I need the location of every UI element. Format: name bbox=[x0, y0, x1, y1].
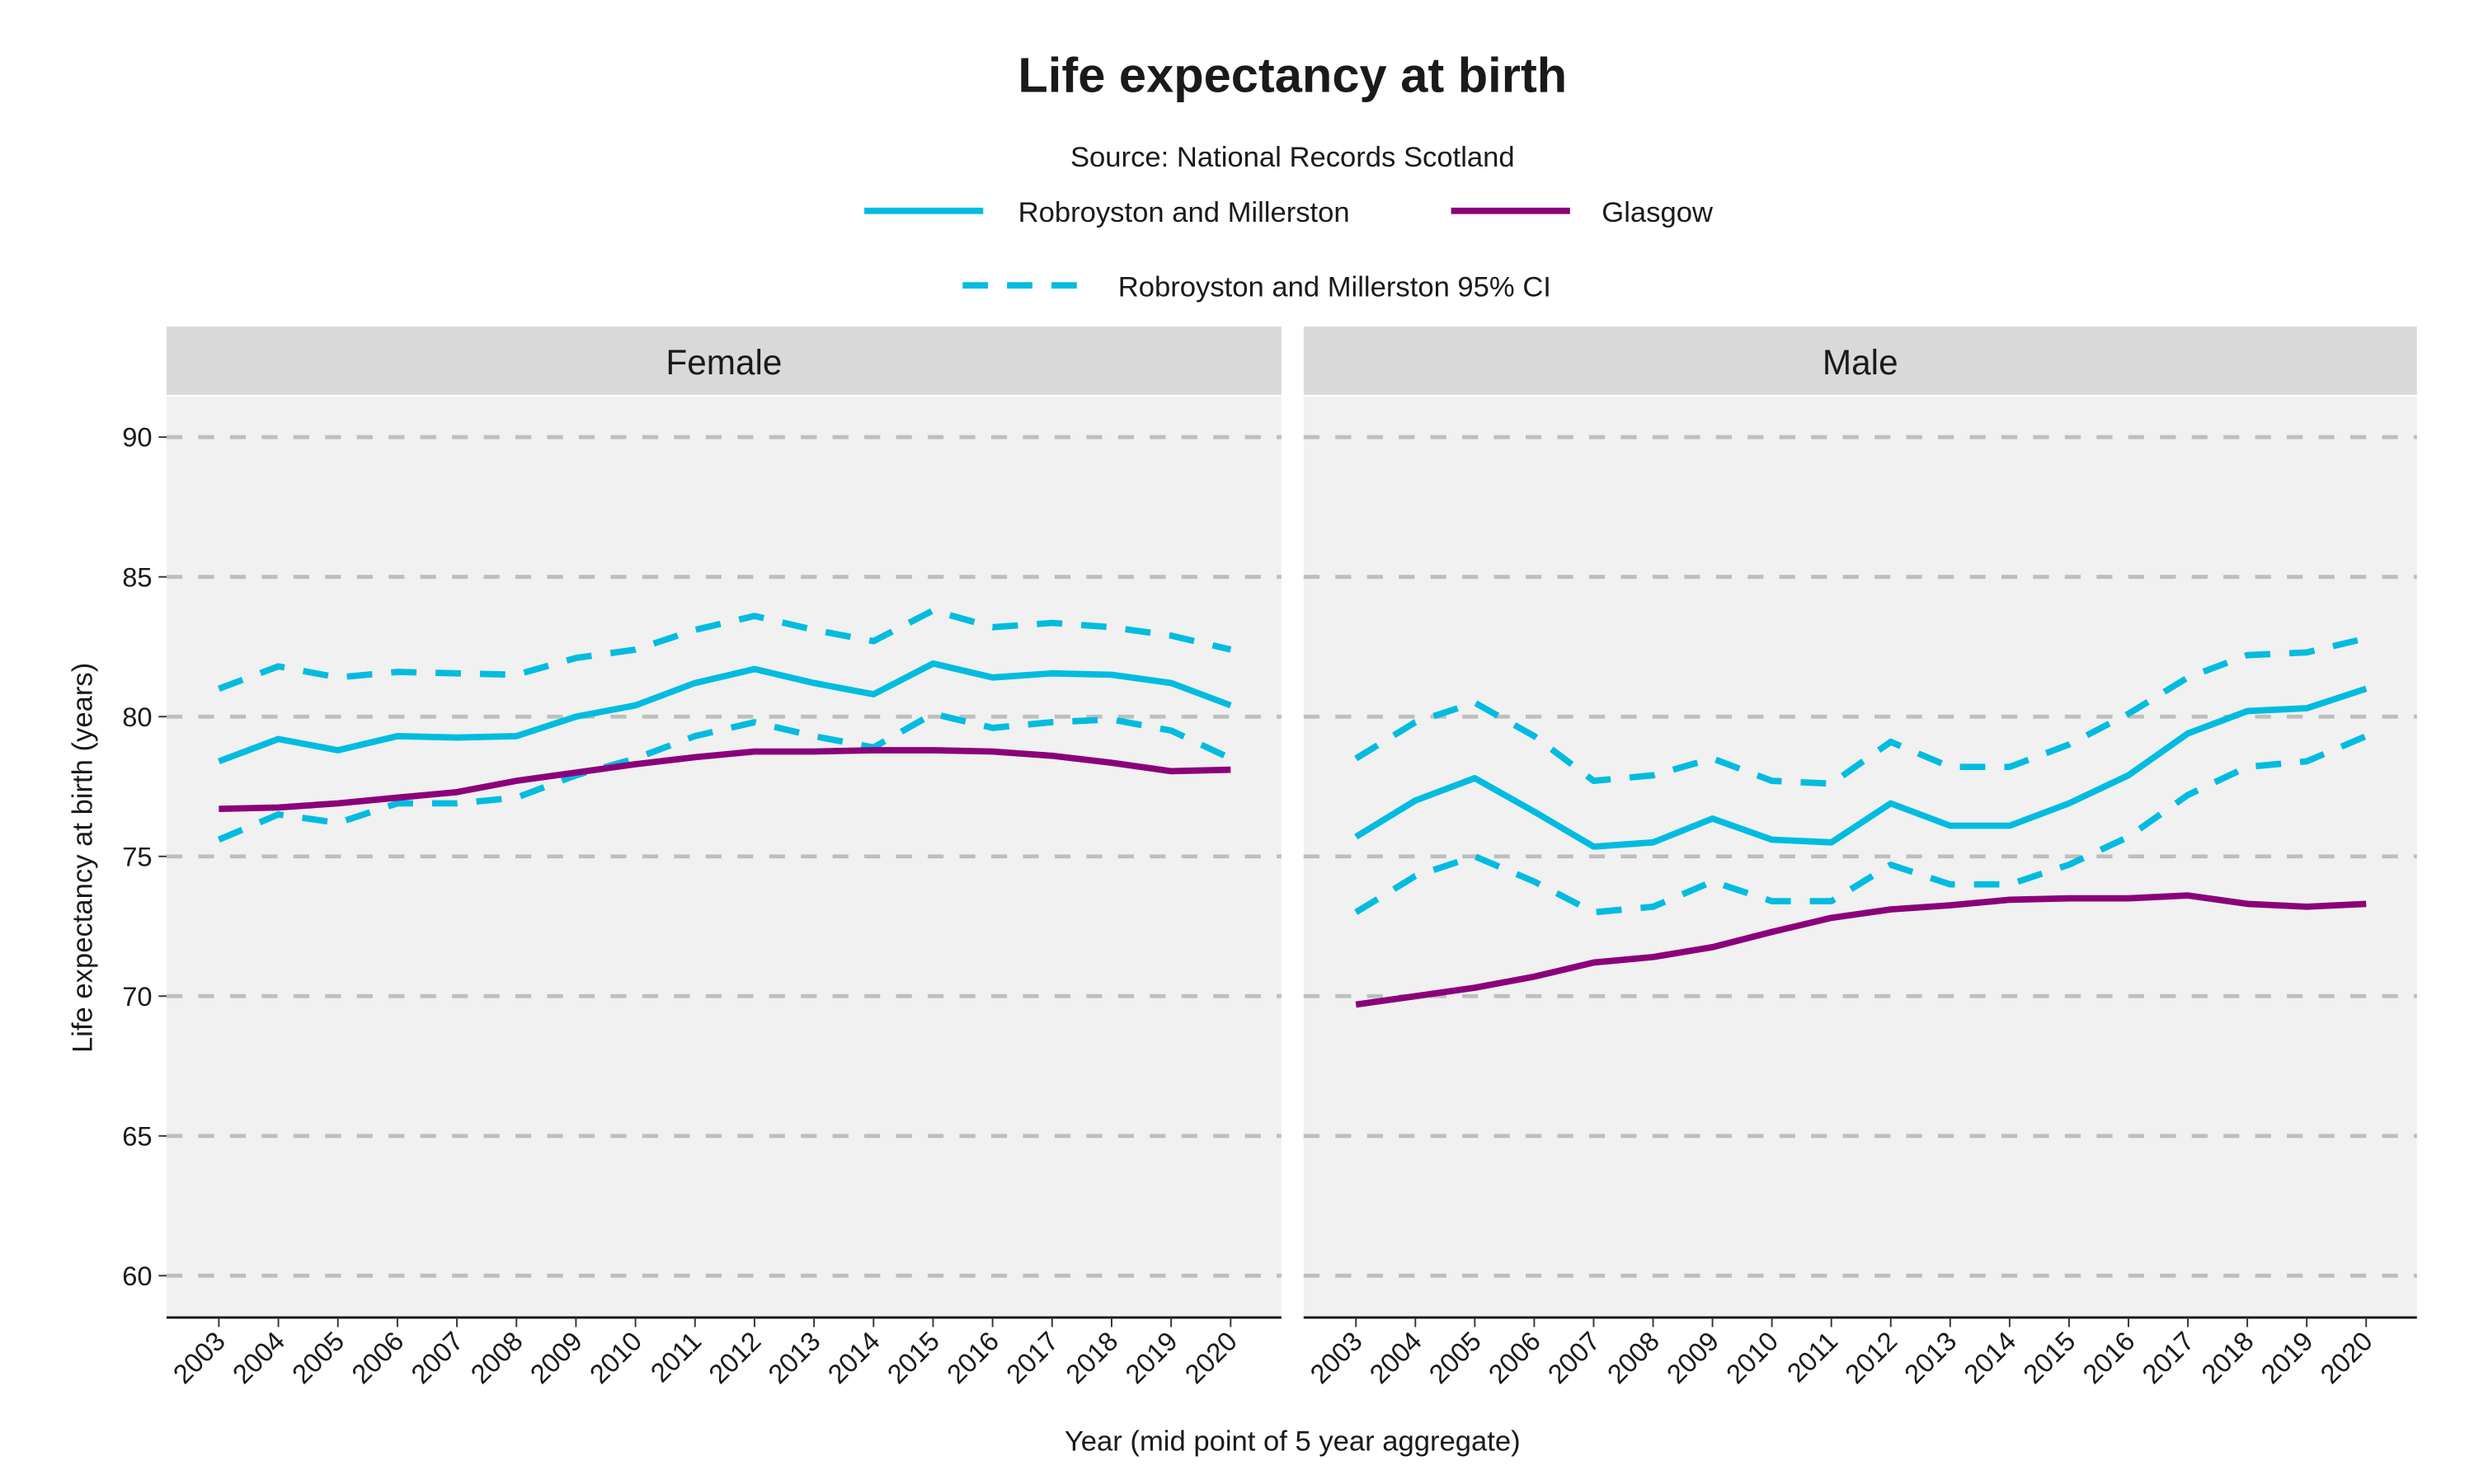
x-axis-label: Year (mid point of 5 year aggregate) bbox=[1065, 1426, 1521, 1458]
x-tick-label: 2010 bbox=[584, 1326, 648, 1390]
x-tick-label: 2015 bbox=[2017, 1326, 2081, 1390]
legend-label-0: Robroyston and Millerston bbox=[1018, 197, 1350, 228]
x-tick-label: 2006 bbox=[1482, 1326, 1546, 1390]
panel-strip-label: Female bbox=[666, 343, 782, 382]
series-line-robroyston-and-millerston bbox=[218, 660, 1232, 765]
x-tick-label: 2014 bbox=[821, 1326, 886, 1390]
legend-label-2: Robroyston and Millerston 95% CI bbox=[1118, 272, 1551, 303]
x-tick-label: 2015 bbox=[881, 1326, 945, 1390]
x-tick-label: 2003 bbox=[167, 1326, 231, 1390]
panel-strip bbox=[1303, 326, 2417, 395]
x-tick-label: 2004 bbox=[1363, 1326, 1427, 1390]
panel-male: Male 200320042005200620072008200920102011… bbox=[1303, 326, 2417, 1390]
series-line-glasgow bbox=[1355, 892, 2367, 1008]
x-tick-label: 2019 bbox=[1119, 1326, 1183, 1390]
x-tick-label: 2007 bbox=[405, 1326, 469, 1390]
x-tick-label: 2010 bbox=[1720, 1326, 1785, 1390]
y-axis-label: Life expectancy at birth (years) bbox=[68, 663, 99, 1053]
x-tick-label: 2006 bbox=[346, 1326, 410, 1390]
x-tick-label: 2017 bbox=[2136, 1326, 2200, 1390]
y-tick-label: 90 bbox=[122, 422, 152, 453]
x-tick-label: 2019 bbox=[2255, 1326, 2319, 1390]
legend-label-1: Glasgow bbox=[1602, 197, 1714, 228]
x-tick-label: 2011 bbox=[1780, 1326, 1843, 1388]
x-tick-label: 2016 bbox=[941, 1326, 1005, 1390]
panel-strip bbox=[166, 326, 1282, 395]
series-line-robroyston-and-millerston bbox=[1354, 685, 2368, 850]
x-tick-label: 2013 bbox=[762, 1326, 826, 1390]
y-tick-label: 65 bbox=[122, 1120, 152, 1151]
x-tick-label: 2008 bbox=[1602, 1326, 1666, 1390]
x-tick-label: 2018 bbox=[1060, 1326, 1124, 1390]
chart-title: Life expectancy at birth bbox=[1018, 48, 1567, 103]
x-tick-label: 2016 bbox=[2077, 1326, 2141, 1390]
x-tick-label: 2007 bbox=[1541, 1326, 1606, 1390]
x-tick-label: 2012 bbox=[1839, 1326, 1903, 1390]
x-tick-label: 2011 bbox=[644, 1326, 707, 1388]
series-line-robroyston-and-millerston-95-ci-upper bbox=[218, 607, 1232, 692]
x-tick-label: 2017 bbox=[1000, 1326, 1065, 1390]
x-tick-label: 2018 bbox=[2195, 1326, 2260, 1390]
panel-strip-label: Male bbox=[1823, 343, 1898, 382]
legend: Robroyston and Millerston Glasgow Robroyst… bbox=[864, 197, 1714, 303]
y-tick-label: 80 bbox=[122, 702, 152, 732]
series-line-robroyston-and-millerston-95-ci-upper bbox=[1354, 635, 2368, 787]
series-line-robroyston-and-millerston-95-ci-lower bbox=[1354, 733, 2368, 916]
x-tick-label: 2005 bbox=[1423, 1326, 1487, 1390]
x-tick-label: 2012 bbox=[703, 1326, 767, 1390]
x-tick-label: 2005 bbox=[286, 1326, 350, 1390]
panel-female: Female 60 65 70 75 80 85 90 20032004200520062007… bbox=[122, 326, 1282, 1389]
x-tick-label: 2013 bbox=[1898, 1326, 1963, 1390]
x-tick-label: 2004 bbox=[227, 1326, 291, 1390]
series-line-glasgow bbox=[219, 747, 1231, 812]
x-tick-label: 2009 bbox=[1661, 1326, 1725, 1390]
chart-subtitle: Source: National Records Scotland bbox=[1070, 142, 1515, 173]
x-tick-label: 2009 bbox=[524, 1326, 588, 1390]
x-tick-label: 2014 bbox=[1958, 1326, 2022, 1390]
x-tick-label: 2003 bbox=[1304, 1326, 1368, 1390]
y-tick-label: 60 bbox=[122, 1261, 152, 1291]
y-tick-label: 85 bbox=[122, 561, 152, 592]
x-tick-label: 2020 bbox=[2314, 1326, 2378, 1390]
x-tick-label: 2008 bbox=[464, 1326, 529, 1390]
y-tick-label: 75 bbox=[122, 841, 152, 871]
y-tick-label: 70 bbox=[122, 981, 152, 1012]
x-tick-label: 2020 bbox=[1178, 1326, 1243, 1390]
